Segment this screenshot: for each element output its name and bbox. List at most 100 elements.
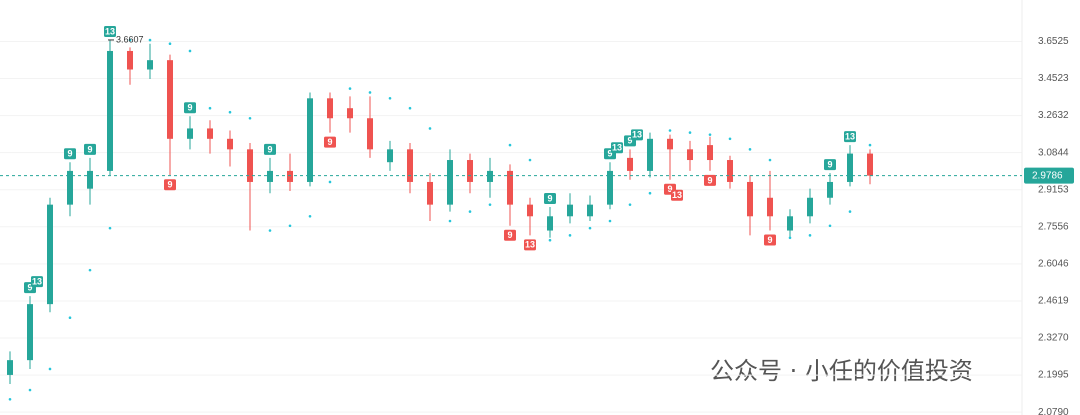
- sar-dot: [328, 180, 332, 184]
- td-marker-label: 9: [167, 180, 172, 190]
- td-marker-label: 9: [767, 235, 772, 245]
- td-marker-label: 9: [547, 193, 552, 203]
- sar-dot: [108, 226, 112, 230]
- td-marker-label: 13: [632, 130, 642, 140]
- sar-dot: [268, 229, 272, 232]
- candle-body: [727, 160, 733, 182]
- candle-body: [367, 118, 373, 150]
- sar-dot: [188, 49, 192, 53]
- candle-body: [87, 170, 93, 189]
- td-marker: 9: [164, 179, 176, 191]
- candle-body: [307, 98, 313, 182]
- candle-body: [207, 128, 213, 139]
- td-marker: 9: [264, 143, 276, 155]
- td-marker-label: 9: [87, 144, 92, 154]
- td-marker-box: [844, 131, 856, 143]
- td-marker-box: [824, 159, 836, 171]
- sar-dot: [148, 38, 152, 42]
- sar-dot: [368, 91, 372, 94]
- sar-dot: [528, 158, 532, 162]
- y-tick-label: 3.6525: [1038, 36, 1069, 47]
- candle-body: [227, 138, 233, 150]
- y-tick-label: 2.0790: [1038, 407, 1069, 415]
- sar-dot: [828, 224, 832, 228]
- td-marker-box: [611, 142, 623, 154]
- sar-dot: [348, 87, 352, 90]
- td-marker-label: 13: [525, 240, 535, 250]
- sar-dot: [788, 236, 792, 240]
- candle-body: [587, 204, 593, 217]
- sar-dot: [708, 133, 712, 136]
- td-marker-label: 9: [667, 184, 672, 194]
- sar-dot: [688, 131, 692, 134]
- td-marker-box: [764, 234, 776, 246]
- candle-body: [707, 145, 713, 161]
- sar-dot: [168, 42, 172, 45]
- y-tick-label: 3.4523: [1038, 73, 1069, 84]
- candle-body: [567, 204, 573, 217]
- td-marker: 9: [184, 102, 196, 114]
- td-marker: 9: [84, 143, 96, 155]
- candle-body: [607, 170, 613, 205]
- td-marker: 9: [64, 148, 76, 160]
- y-tick-label: 2.3270: [1038, 333, 1069, 344]
- td-marker: 9: [764, 234, 776, 246]
- sar-dot: [28, 388, 32, 392]
- td-marker: 13: [611, 142, 623, 154]
- sar-dot: [48, 367, 52, 371]
- sar-dot: [868, 143, 872, 147]
- sar-dot: [768, 158, 772, 162]
- candle-body: [127, 50, 133, 70]
- td-marker-box: [324, 136, 336, 148]
- candle-body: [27, 304, 33, 361]
- td-marker-label: 9: [327, 137, 332, 147]
- candle-body: [67, 170, 73, 205]
- td-marker-box: [164, 179, 176, 191]
- candle-body: [167, 60, 173, 139]
- td-marker: 9: [704, 174, 716, 186]
- td-marker: 13: [671, 189, 683, 201]
- sar-dot: [468, 210, 472, 213]
- candle-body: [147, 60, 153, 70]
- td-marker-label: 9: [27, 282, 32, 292]
- td-marker-label: 13: [32, 276, 42, 286]
- sar-dot: [448, 219, 452, 223]
- td-marker-box: [31, 276, 43, 288]
- td-marker-label: 13: [105, 26, 115, 36]
- candle-body: [747, 181, 753, 217]
- td-marker-label: 9: [187, 103, 192, 113]
- td-marker-box: [704, 174, 716, 186]
- candle-body: [267, 170, 273, 182]
- sar-dot: [8, 397, 12, 401]
- sar-dot: [428, 127, 432, 130]
- sar-dot: [228, 110, 232, 114]
- td-marker: 9: [544, 192, 556, 204]
- td-marker-label: 9: [507, 230, 512, 240]
- sar-dot: [668, 129, 672, 132]
- td-marker: 13: [524, 239, 536, 251]
- td-marker-box: [671, 189, 683, 201]
- sar-dot: [208, 106, 212, 110]
- candle-body: [347, 108, 353, 119]
- sar-dot: [848, 210, 852, 213]
- sar-dot: [548, 238, 552, 242]
- y-tick-label: 2.6046: [1038, 259, 1069, 270]
- candle-body: [667, 138, 673, 150]
- candle-body: [107, 50, 113, 171]
- td-marker-box: [524, 239, 536, 251]
- td-marker-label: 9: [607, 149, 612, 159]
- td-marker-label: 9: [267, 144, 272, 154]
- td-marker: 13: [631, 129, 643, 141]
- td-marker-box: [264, 143, 276, 155]
- td-marker: 13: [104, 25, 116, 37]
- last-price-label: 2.9786: [1032, 170, 1063, 181]
- td-marker-box: [64, 148, 76, 160]
- candle-body: [487, 170, 493, 182]
- sar-dot: [128, 38, 132, 42]
- candle-body: [247, 149, 253, 182]
- candle-body: [527, 204, 533, 217]
- td-marker-box: [544, 192, 556, 204]
- peak-label: 3.6607: [116, 34, 144, 44]
- candle-body: [627, 157, 633, 171]
